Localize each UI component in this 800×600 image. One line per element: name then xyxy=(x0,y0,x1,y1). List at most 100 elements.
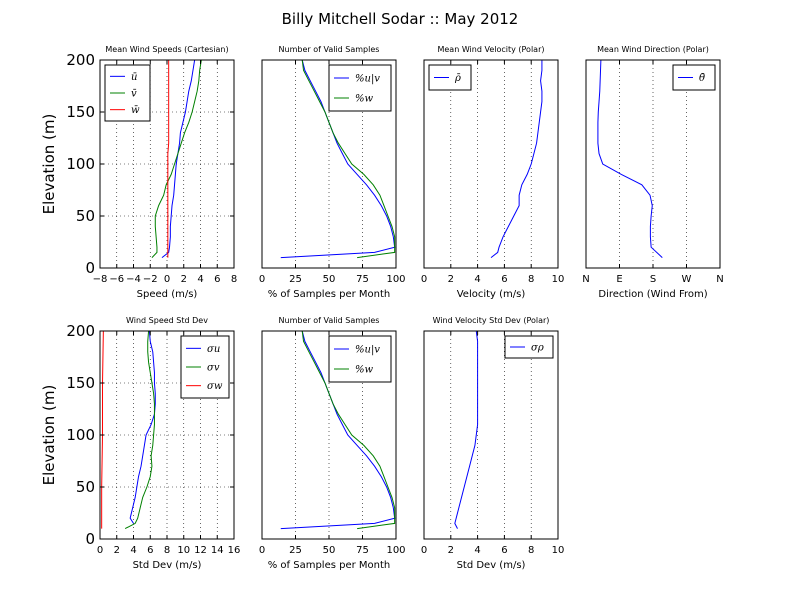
x-tick-label: 6 xyxy=(501,545,507,556)
x-tick-label: 25 xyxy=(289,274,302,285)
axes-frame xyxy=(423,59,559,269)
legend-entry: %w xyxy=(355,365,374,376)
panel-valid-samples-bottom: 0 25 50 75 100 Number of Valid Samples % of Sa… xyxy=(259,316,406,571)
legend-entry: w̄ xyxy=(131,105,140,116)
legend-entry: %u|v xyxy=(355,345,380,356)
legend: ū v̄ w̄ xyxy=(104,64,151,122)
series-line-0 xyxy=(280,59,396,259)
series-line-1 xyxy=(301,59,396,259)
subplot-title: Mean Wind Direction (Polar) xyxy=(597,45,709,54)
series-line-0 xyxy=(454,330,479,529)
legend-entry: v̄ xyxy=(131,89,137,100)
subplot-title: Number of Valid Samples xyxy=(279,45,380,54)
legend-entry: ρ̄ xyxy=(454,73,461,84)
x-tick-label: 0 xyxy=(164,274,170,285)
series-line-0 xyxy=(129,330,156,524)
y-tick-label: 0 xyxy=(85,530,95,548)
x-tick-label: 2 xyxy=(448,274,454,285)
legend: σu σv σw xyxy=(180,335,230,399)
y-tick-label: 50 xyxy=(76,478,95,496)
x-tick-label: 50 xyxy=(323,274,336,285)
x-axis-label: Std Dev (m/s) xyxy=(133,560,202,571)
legend-box xyxy=(328,64,392,112)
x-tick-label: −8 xyxy=(93,274,108,285)
legend-entry: ū xyxy=(131,72,137,83)
x-tick-label: 100 xyxy=(386,274,405,285)
x-tick-label: 12 xyxy=(194,545,207,556)
figure-title: Billy Mitchell Sodar :: May 2012 xyxy=(282,10,519,28)
x-tick-label: 10 xyxy=(177,545,190,556)
x-axis-label: % of Samples per Month xyxy=(268,289,391,300)
series-line-0 xyxy=(597,59,663,258)
x-tick-label: 50 xyxy=(323,545,336,556)
y-tick-label: 0 xyxy=(85,259,95,277)
x-tick-label: E xyxy=(616,274,622,285)
x-tick-label: 14 xyxy=(211,545,224,556)
x-axis-label: Direction (Wind From) xyxy=(598,289,707,300)
x-tick-label: 2 xyxy=(181,274,187,285)
x-tick-label: −2 xyxy=(143,274,158,285)
x-axis-label: Speed (m/s) xyxy=(137,289,198,300)
series-line-0 xyxy=(280,330,396,530)
y-tick-label: 100 xyxy=(66,426,95,444)
x-tick-label: 2 xyxy=(448,545,454,556)
x-tick-label: 25 xyxy=(289,545,302,556)
panel-valid-samples-top: 0 25 50 75 100 Number of Valid Samples % of Sa… xyxy=(259,45,406,300)
legend-box xyxy=(328,335,392,383)
y-tick-label: 200 xyxy=(66,322,95,340)
panel-mean-wind-direction: N E S W N Mean Wind Direction (Polar) Directio… xyxy=(582,45,723,300)
x-tick-label: 6 xyxy=(147,545,153,556)
x-tick-label: 8 xyxy=(231,274,237,285)
x-tick-label: 4 xyxy=(130,545,136,556)
legend-box xyxy=(180,335,230,399)
subplot-title: Wind Speed Std Dev xyxy=(126,316,208,325)
subplot-title: Mean Wind Speeds (Cartesian) xyxy=(105,45,228,54)
series-line-1 xyxy=(301,330,396,530)
x-tick-label: 8 xyxy=(164,545,170,556)
x-tick-label: 0 xyxy=(421,545,427,556)
x-tick-label: 0 xyxy=(259,274,265,285)
legend: θ̄ xyxy=(672,64,716,91)
y-tick-label: 50 xyxy=(76,207,95,225)
legend-entry: σv xyxy=(207,363,220,374)
x-tick-label: N xyxy=(716,274,723,285)
x-tick-label: 100 xyxy=(386,545,405,556)
series-line-2 xyxy=(167,60,170,258)
x-tick-label: −6 xyxy=(109,274,124,285)
y-tick-label: 100 xyxy=(66,155,95,173)
legend-entry: σw xyxy=(207,381,223,392)
x-tick-label: 2 xyxy=(114,545,120,556)
legend-entry: %u|v xyxy=(355,74,380,85)
legend: %u|v %w xyxy=(328,64,392,112)
x-tick-label: 10 xyxy=(552,274,565,285)
x-tick-label: 75 xyxy=(356,545,369,556)
y-tick-label: 150 xyxy=(66,103,95,121)
series-line-0 xyxy=(161,59,196,258)
x-axis-label: % of Samples per Month xyxy=(268,560,391,571)
x-tick-label: 6 xyxy=(501,274,507,285)
x-tick-label: 8 xyxy=(528,545,534,556)
x-tick-label: W xyxy=(682,274,692,285)
x-tick-label: 0 xyxy=(421,274,427,285)
panel-wind-velocity-std-dev: 0 2 4 6 8 10 Wind Velocity Std Dev (Polar) Std … xyxy=(421,316,565,571)
x-tick-label: 6 xyxy=(214,274,220,285)
legend-entry: %w xyxy=(355,94,374,105)
x-axis-label: Std Dev (m/s) xyxy=(457,560,526,571)
legend-entry: σu xyxy=(207,344,220,355)
panel-mean-wind-velocity: 0 2 4 6 8 10 Mean Wind Velocity (Polar) Velocit… xyxy=(421,45,565,300)
x-tick-label: 10 xyxy=(552,545,565,556)
legend-entry: σρ xyxy=(531,343,544,354)
legend: σρ xyxy=(504,335,554,359)
x-tick-label: N xyxy=(582,274,589,285)
y-tick-label: 150 xyxy=(66,374,95,392)
series-line-1 xyxy=(124,330,155,530)
subplot-title: Wind Velocity Std Dev (Polar) xyxy=(433,316,550,325)
x-tick-label: 0 xyxy=(97,545,103,556)
legend-entry: θ̄ xyxy=(699,73,705,84)
axes-frame xyxy=(423,330,559,540)
x-tick-label: 16 xyxy=(228,545,241,556)
x-tick-label: 4 xyxy=(197,274,203,285)
legend: %u|v %w xyxy=(328,335,392,383)
series-line-1 xyxy=(151,59,202,258)
